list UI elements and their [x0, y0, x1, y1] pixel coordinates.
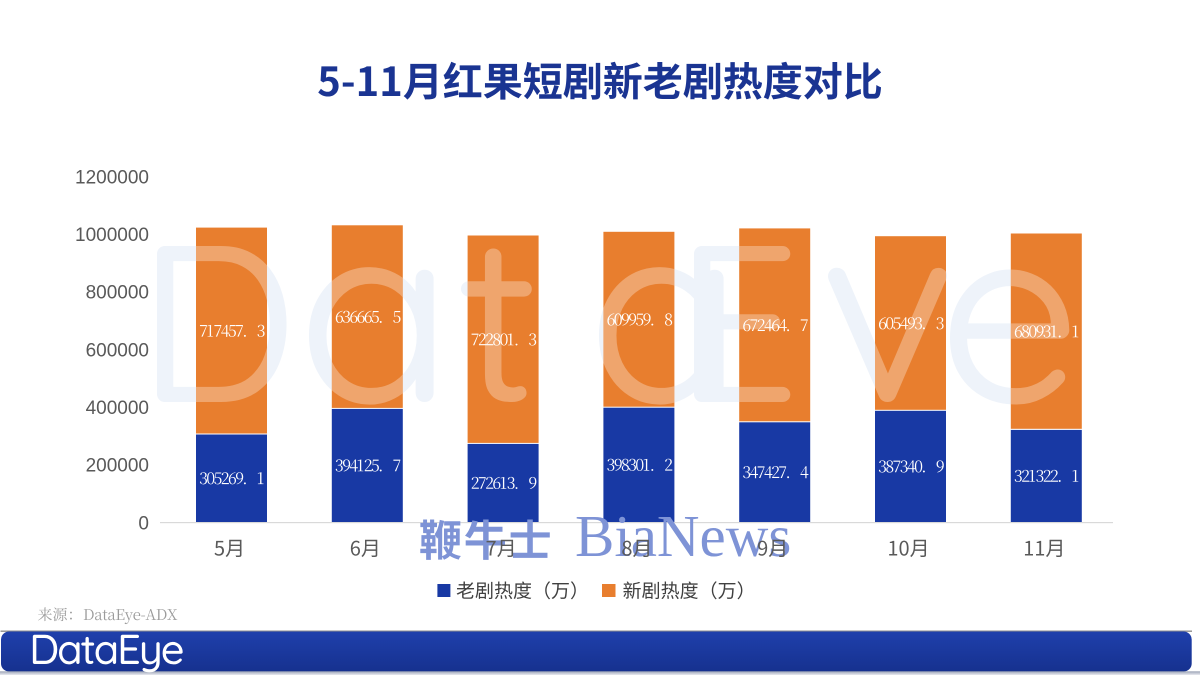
svg-text:1000000: 1000000 — [75, 225, 149, 246]
svg-text:0: 0 — [138, 513, 149, 534]
svg-text:1200000: 1200000 — [75, 167, 149, 188]
svg-text:600000: 600000 — [86, 340, 149, 361]
svg-text:400000: 400000 — [86, 398, 149, 419]
svg-text:200000: 200000 — [86, 456, 149, 477]
svg-text:800000: 800000 — [86, 283, 149, 304]
svg-text:BiaNews: BiaNews — [575, 503, 791, 569]
